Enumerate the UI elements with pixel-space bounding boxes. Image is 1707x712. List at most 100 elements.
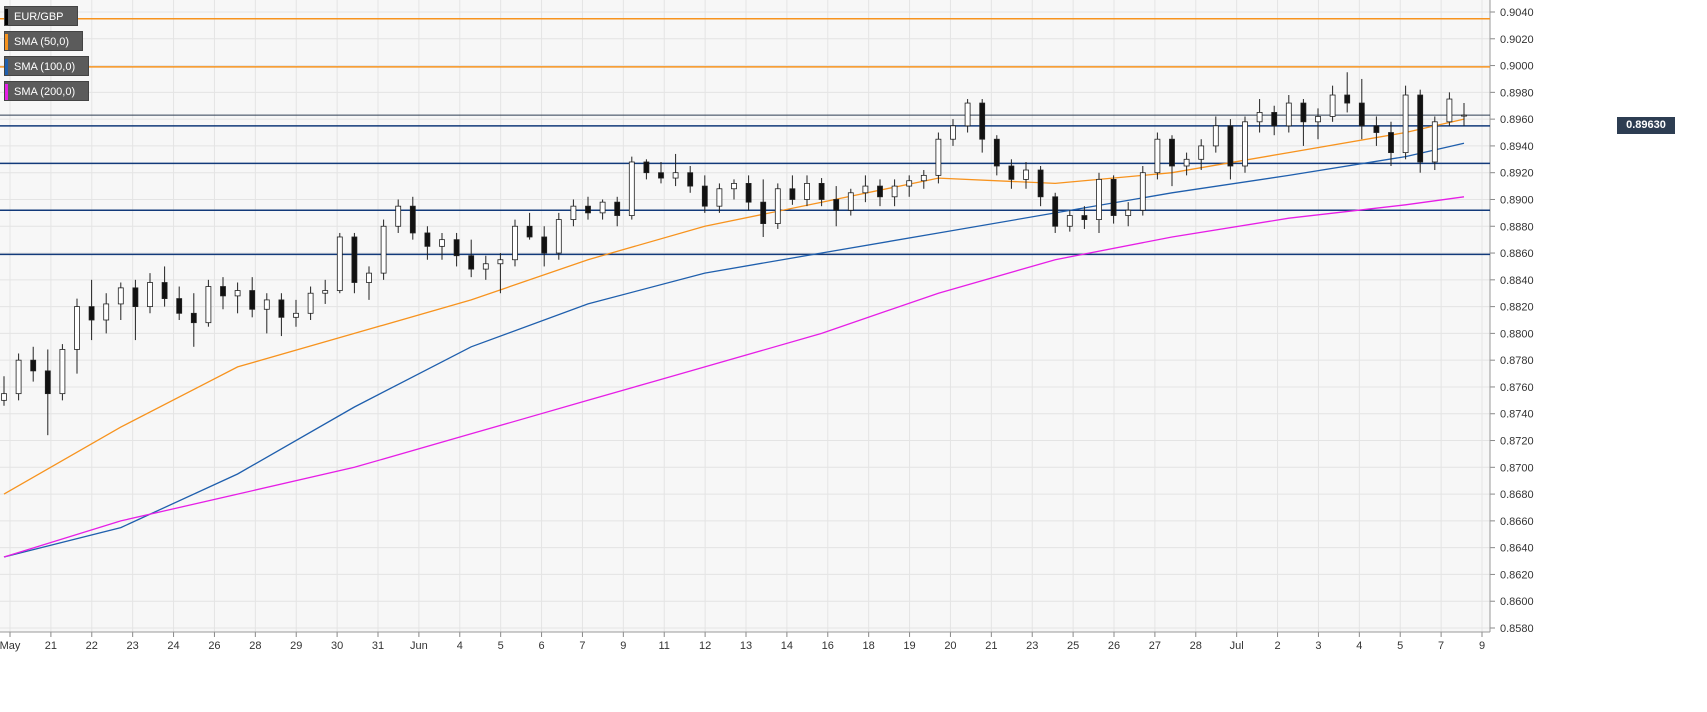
candle-body xyxy=(672,172,679,179)
candle-body xyxy=(804,183,810,200)
x-tick-label: 2 xyxy=(1274,640,1280,652)
candle-body xyxy=(1125,209,1132,216)
candle-body xyxy=(103,303,110,321)
candle-body xyxy=(1154,138,1161,174)
candle-body xyxy=(74,306,80,350)
candle-body xyxy=(439,239,445,247)
candle-body xyxy=(351,236,358,283)
x-tick-label: 21 xyxy=(985,640,997,652)
candle-body xyxy=(1373,125,1380,133)
legend-item-sma100[interactable]: SMA (100,0) xyxy=(4,56,89,76)
candle-body xyxy=(1300,102,1307,123)
x-tick-label: 23 xyxy=(1026,640,1038,652)
x-tick-label: 18 xyxy=(863,640,875,652)
x-tick-label: May xyxy=(0,640,21,652)
legend-item-sma200[interactable]: SMA (200,0) xyxy=(4,81,89,101)
candle-body xyxy=(774,188,781,224)
series-line-1 xyxy=(3,142,1465,558)
candle-body xyxy=(1096,178,1102,220)
candle-body xyxy=(877,185,883,198)
candle-body xyxy=(643,161,650,174)
candle-body xyxy=(1139,172,1146,211)
candle-body xyxy=(44,370,51,395)
x-tick-label: 4 xyxy=(457,640,463,652)
x-tick-label: 9 xyxy=(620,640,626,652)
legend-label-sma100: SMA (100,0) xyxy=(14,61,76,73)
y-tick-label: 0.8900 xyxy=(1500,194,1534,206)
x-tick-label: 19 xyxy=(903,640,915,652)
candle-body xyxy=(293,312,299,318)
y-tick-label: 0.8740 xyxy=(1500,409,1534,421)
candle-body xyxy=(395,205,402,227)
candle-body xyxy=(847,192,854,211)
candle-body xyxy=(336,236,343,291)
x-tick-label: 12 xyxy=(699,640,711,652)
candle-body xyxy=(555,219,562,254)
x-tick-label: 11 xyxy=(659,640,670,652)
candle-body xyxy=(1066,215,1073,227)
legend-label-sma50: SMA (50,0) xyxy=(14,36,70,48)
candle-body xyxy=(161,282,168,299)
y-tick-label: 0.8680 xyxy=(1500,489,1534,501)
candle-body xyxy=(906,180,913,187)
x-tick-label: 25 xyxy=(1067,640,1079,652)
y-tick-label: 0.8720 xyxy=(1500,436,1534,448)
legend-item-sma50[interactable]: SMA (50,0) xyxy=(4,31,83,51)
candle-body xyxy=(1081,215,1088,220)
y-tick-label: 0.8840 xyxy=(1500,275,1534,287)
y-tick-label: 0.8760 xyxy=(1500,382,1534,394)
x-tick-label: 14 xyxy=(781,640,793,652)
candle-body xyxy=(1198,145,1205,160)
candle-body xyxy=(1256,112,1263,123)
candle-body xyxy=(249,290,256,310)
y-tick-label: 0.9040 xyxy=(1500,7,1534,19)
candle-body xyxy=(88,306,95,321)
candle-body xyxy=(1417,94,1424,163)
candle-body xyxy=(1052,196,1059,227)
x-tick-label: 16 xyxy=(822,640,834,652)
candle-body xyxy=(424,232,431,247)
x-tick-label: 31 xyxy=(372,640,384,652)
candle-body xyxy=(278,299,285,318)
legend-swatch-sma200 xyxy=(5,84,8,100)
candle-body xyxy=(132,287,139,308)
candle-body xyxy=(307,292,314,314)
legend-item-eurgbp[interactable]: EUR/GBP xyxy=(4,6,78,26)
candle-body xyxy=(935,138,942,176)
x-tick-label: 4 xyxy=(1356,640,1362,652)
candle-body xyxy=(745,183,752,203)
candle-body xyxy=(30,359,37,372)
candle-body xyxy=(526,225,533,238)
candle-body xyxy=(541,236,548,254)
y-tick-label: 0.8940 xyxy=(1500,141,1534,153)
y-tick-label: 0.8600 xyxy=(1500,596,1534,608)
candle-body xyxy=(1358,102,1365,127)
x-tick-label: 22 xyxy=(86,640,98,652)
x-axis-area xyxy=(0,632,1490,712)
series-line-2 xyxy=(3,196,1465,558)
candle-body xyxy=(1461,114,1467,117)
candle-body xyxy=(760,201,767,224)
candle-body xyxy=(468,255,475,270)
candle-body xyxy=(731,183,737,190)
legend-swatch-sma100 xyxy=(5,59,8,75)
candle-body xyxy=(701,185,708,207)
candle-body xyxy=(599,201,606,214)
y-tick-label: 0.8880 xyxy=(1500,221,1534,233)
x-tick-label: 23 xyxy=(127,640,139,652)
candle-body xyxy=(716,188,723,207)
candle-body xyxy=(1110,178,1117,216)
y-tick-label: 0.9000 xyxy=(1500,61,1534,73)
y-tick-label: 0.8960 xyxy=(1500,114,1534,126)
candle-body xyxy=(1169,138,1175,167)
candle-body xyxy=(1315,116,1321,123)
candle-body xyxy=(658,172,664,179)
y-tick-label: 0.8920 xyxy=(1500,168,1534,180)
candle-body xyxy=(920,174,927,182)
y-tick-label: 0.8580 xyxy=(1500,623,1534,635)
legend-swatch-sma50 xyxy=(5,34,8,50)
candle-body xyxy=(1227,125,1234,167)
candle-body xyxy=(59,349,66,395)
candle-body xyxy=(1183,158,1190,167)
